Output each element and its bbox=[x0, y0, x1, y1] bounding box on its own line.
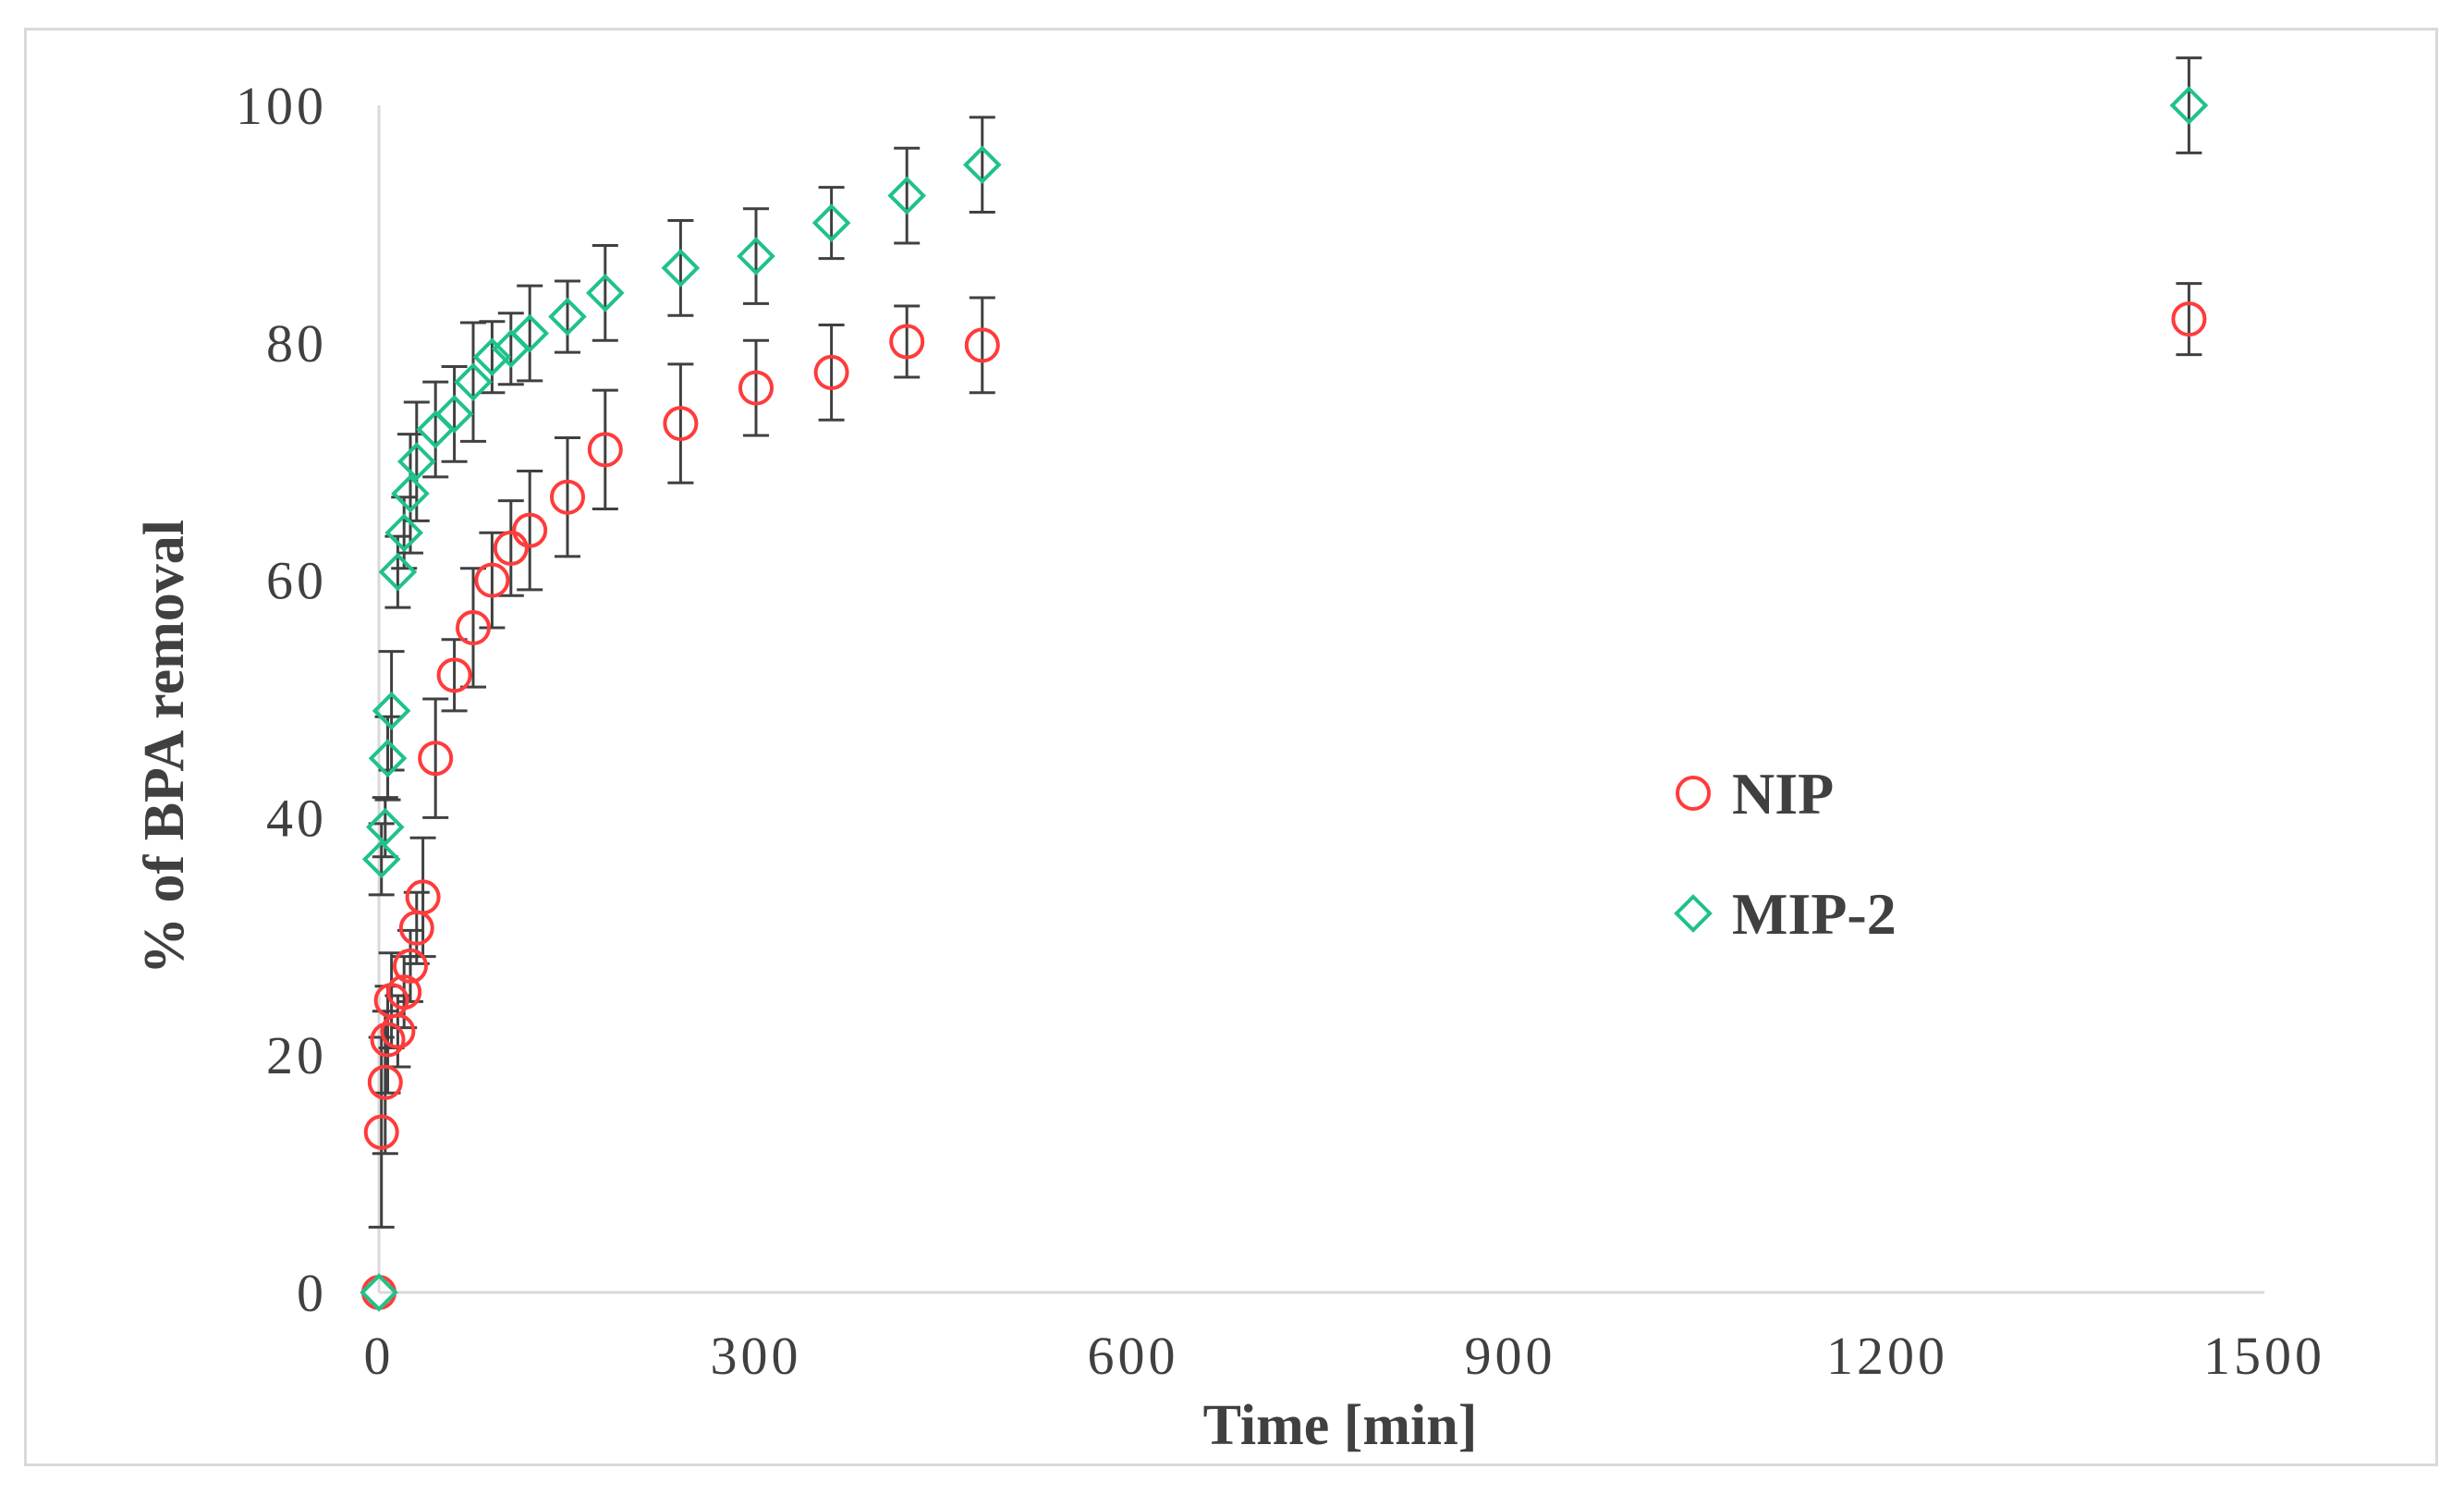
nip-point bbox=[370, 1022, 406, 1058]
mip-2-error-bar bbox=[497, 312, 524, 386]
mip-2-error-bar bbox=[969, 116, 995, 214]
nip-point bbox=[512, 512, 548, 548]
nip-point bbox=[550, 479, 585, 515]
mip-2-point bbox=[811, 203, 851, 242]
mip-2-point bbox=[2169, 86, 2209, 125]
nip-error-bar bbox=[2176, 282, 2202, 357]
y-tick-label: 40 bbox=[266, 788, 327, 848]
nip-error-bar bbox=[517, 469, 543, 592]
x-tick-label: 1500 bbox=[2203, 1326, 2325, 1386]
x-tick-label: 600 bbox=[1088, 1326, 1179, 1386]
nip-point bbox=[418, 741, 454, 777]
legend-mip-2-label: MIP-2 bbox=[1732, 881, 1897, 947]
mip-2-error-bar bbox=[479, 320, 506, 395]
axes bbox=[377, 105, 2264, 1294]
legend-nip-label: NIP bbox=[1732, 761, 1834, 827]
mip-2-point bbox=[378, 552, 418, 592]
mip-2-point bbox=[391, 474, 430, 513]
mip-2-error-bar bbox=[592, 244, 618, 342]
nip-point bbox=[436, 657, 472, 693]
nip-point bbox=[2171, 301, 2207, 337]
mip-2-error-bar bbox=[894, 146, 921, 245]
mip-2-error-bar bbox=[818, 186, 845, 261]
mip-2-point bbox=[661, 249, 701, 288]
legend: NIP MIP-2 bbox=[1674, 761, 1897, 947]
y-axis-title: % of BPA removal bbox=[133, 520, 196, 974]
nip-point bbox=[393, 948, 428, 984]
y-tick-labels: 0 20 40 60 80 100 bbox=[236, 76, 327, 1323]
mip-2-point bbox=[365, 807, 405, 847]
legend-mip-2-symbol bbox=[1674, 894, 1713, 933]
legend-item-mip-2: MIP-2 bbox=[1674, 881, 1897, 947]
mip-2-point bbox=[396, 442, 436, 482]
legend-item-nip: NIP bbox=[1676, 761, 1834, 827]
nip-error-bar bbox=[667, 362, 694, 484]
mip-2-point bbox=[360, 1273, 398, 1312]
y-tick-label: 80 bbox=[266, 313, 327, 374]
mip-2-error-bar bbox=[460, 321, 486, 443]
mip-2-point bbox=[454, 362, 493, 402]
y-tick-label: 0 bbox=[297, 1263, 327, 1323]
mip-2-point bbox=[372, 692, 411, 730]
nip-error-bar bbox=[497, 499, 524, 597]
legend-mip-2-marker bbox=[1674, 894, 1713, 933]
nip-error-bar bbox=[409, 836, 436, 959]
mip-2-error-bar bbox=[517, 284, 543, 383]
y-tick-label: 100 bbox=[236, 76, 327, 136]
error-bars bbox=[368, 56, 2202, 1229]
mip-2-point bbox=[434, 395, 474, 434]
nip-point bbox=[380, 1013, 416, 1049]
nip-error-bar bbox=[592, 388, 618, 511]
nip-error-bar bbox=[555, 436, 580, 558]
nip-error-bar bbox=[479, 531, 506, 630]
data-points bbox=[360, 86, 2209, 1312]
nip-point bbox=[493, 530, 529, 566]
nip-point bbox=[363, 1114, 399, 1150]
x-axis-title: Time [min] bbox=[1203, 1394, 1478, 1457]
nip-point bbox=[663, 406, 699, 442]
mip-2-error-bar bbox=[397, 433, 423, 555]
mip-2-point bbox=[361, 839, 401, 879]
mip-2-point bbox=[472, 337, 512, 377]
nip-point bbox=[386, 974, 422, 1010]
legend-nip-marker bbox=[1676, 776, 1711, 811]
x-tick-labels: 0 300 600 900 1200 1500 bbox=[364, 1326, 2325, 1386]
mip-2-point bbox=[384, 513, 424, 553]
mip-2-point bbox=[737, 237, 775, 276]
mip-2-error-bar bbox=[667, 219, 694, 317]
mip-2-point bbox=[510, 313, 550, 353]
x-tick-label: 900 bbox=[1465, 1326, 1556, 1386]
x-tick-label: 1200 bbox=[1826, 1326, 1948, 1386]
y-tick-label: 60 bbox=[266, 551, 327, 611]
nip-point bbox=[367, 1064, 403, 1100]
nip-point bbox=[474, 562, 510, 598]
mip-2-point bbox=[548, 297, 587, 337]
nip-point bbox=[405, 879, 441, 915]
x-tick-label: 0 bbox=[364, 1326, 395, 1386]
mip-2-error-bar bbox=[368, 822, 395, 897]
mip-2-error-bar bbox=[555, 279, 580, 354]
nip-error-bar bbox=[372, 1010, 398, 1156]
nip-error-bar bbox=[818, 324, 845, 422]
nip-point bbox=[813, 354, 849, 390]
mip-2-error-bar bbox=[743, 207, 769, 305]
x-tick-label: 300 bbox=[711, 1326, 802, 1386]
nip-error-bar bbox=[969, 296, 995, 395]
nip-point bbox=[964, 327, 1000, 363]
nip-point bbox=[456, 609, 491, 645]
nip-error-bar bbox=[743, 338, 769, 437]
mip-2-point bbox=[962, 145, 1002, 185]
y-tick-label: 20 bbox=[266, 1025, 327, 1085]
nip-point bbox=[587, 432, 623, 468]
nip-error-bar bbox=[894, 304, 921, 379]
nip-point bbox=[738, 370, 774, 406]
mip-2-point bbox=[585, 274, 625, 312]
mip-2-point bbox=[368, 739, 408, 778]
mip-2-error-bar bbox=[2176, 56, 2202, 154]
mip-2-point bbox=[887, 176, 927, 215]
legend-nip-symbol bbox=[1676, 776, 1711, 811]
nip-point bbox=[889, 324, 925, 360]
nip-error-bar bbox=[422, 697, 449, 819]
